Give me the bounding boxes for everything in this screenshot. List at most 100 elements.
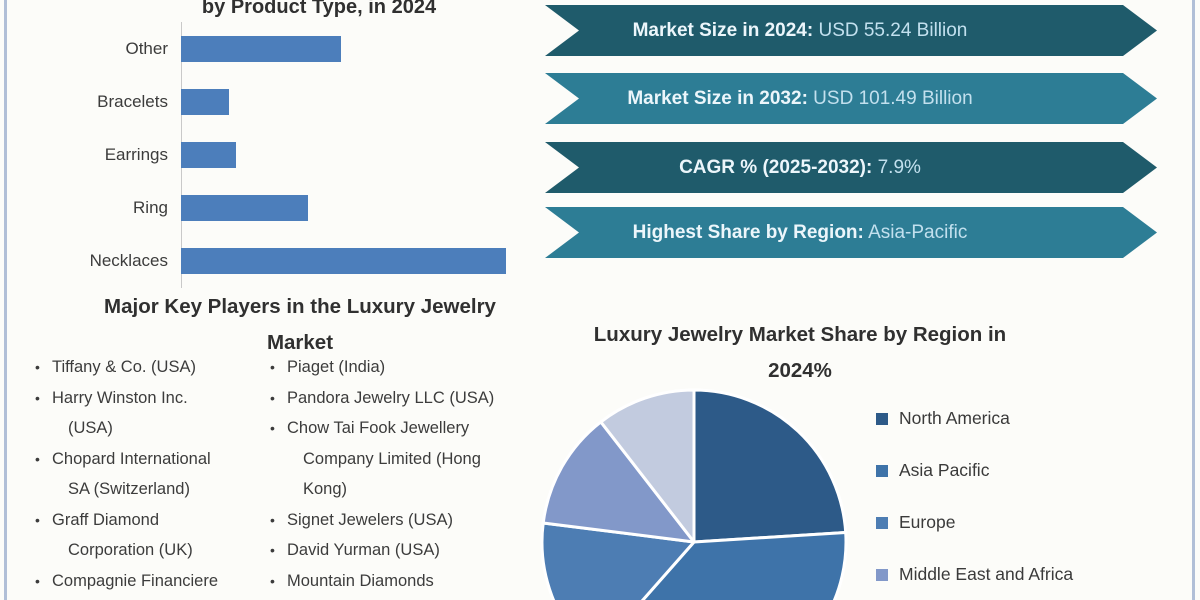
pie-slice bbox=[692, 388, 848, 544]
bar bbox=[181, 141, 236, 168]
pie-slice bbox=[640, 530, 848, 600]
key-player-name: Chow Tai Fook Jewellery Company Limited … bbox=[287, 419, 481, 498]
stat-banner-text: CAGR % (2025-2032): 7.9% bbox=[545, 157, 1157, 179]
key-player-name: Pandora Jewelry LLC (USA) bbox=[287, 388, 495, 407]
stat-label: Highest Share by Region: bbox=[632, 221, 864, 243]
key-player-item: • Tiffany & Co. (USA) bbox=[35, 352, 235, 383]
stat-value: 7.9% bbox=[872, 156, 921, 178]
key-player-item: • Compagnie Financiere bbox=[35, 566, 235, 597]
stat-banner-4: Highest Share by Region: Asia-Pacific bbox=[545, 207, 1157, 258]
stat-banner-text: Highest Share by Region: Asia-Pacific bbox=[545, 222, 1157, 244]
key-player-item: • David Yurman (USA) bbox=[270, 535, 515, 566]
key-player-item: • Harry Winston Inc. (USA) bbox=[35, 383, 235, 444]
stat-banner-2: Market Size in 2032: USD 101.49 Billion bbox=[545, 73, 1157, 124]
bar-category-label: Ring bbox=[133, 197, 168, 217]
left-border bbox=[4, 0, 7, 600]
stat-label: Market Size in 2024: bbox=[632, 19, 814, 41]
legend-item: Middle East and Africa bbox=[876, 560, 1073, 588]
bullet-icon: • bbox=[35, 450, 40, 467]
bar-track bbox=[181, 247, 541, 274]
legend-item: Europe bbox=[876, 508, 1073, 536]
bar-category-label: Earrings bbox=[104, 144, 168, 164]
bar-chart-plot: Other Bracelets Earrings Ring Necklaces bbox=[12, 22, 541, 288]
key-player-name: Chopard International SA (Switzerland) bbox=[52, 449, 211, 499]
stat-banner-3: CAGR % (2025-2032): 7.9% bbox=[545, 142, 1157, 193]
key-player-item: • Chow Tai Fook Jewellery Company Limited… bbox=[270, 413, 515, 505]
bar-category-label: Other bbox=[125, 38, 168, 58]
bar-category-label: Bracelets bbox=[97, 91, 168, 111]
legend-label: Middle East and Africa bbox=[899, 563, 1074, 584]
bar-row: Necklaces bbox=[12, 234, 541, 287]
pie-legend: North America Asia Pacific Europe Middle Ea… bbox=[876, 404, 1073, 600]
bullet-icon: • bbox=[270, 572, 275, 589]
key-player-name: Harry Winston Inc. (USA) bbox=[52, 388, 188, 438]
key-player-name: Piaget (India) bbox=[287, 358, 386, 376]
bullet-icon: • bbox=[35, 359, 40, 375]
bar bbox=[181, 247, 506, 274]
legend-swatch-icon bbox=[876, 568, 888, 581]
bar-track bbox=[181, 88, 541, 115]
bar-category-label: Necklaces bbox=[89, 250, 168, 270]
bullet-icon: • bbox=[35, 511, 40, 528]
key-player-name: Signet Jewelers (USA) bbox=[287, 510, 453, 529]
legend-item: North America bbox=[876, 404, 1073, 432]
stat-value: USD 55.24 Billion bbox=[813, 19, 968, 41]
legend-item: Asia Pacific bbox=[876, 456, 1073, 484]
bullet-icon: • bbox=[270, 359, 275, 375]
legend-label: North America bbox=[899, 407, 1010, 428]
bullet-icon: • bbox=[270, 542, 275, 558]
pie-slice bbox=[541, 420, 696, 544]
pie-slice bbox=[599, 388, 696, 544]
key-player-name: Tiffany & Co. (USA) bbox=[52, 358, 196, 376]
key-player-name: Compagnie Financiere bbox=[52, 571, 219, 590]
region-pie-chart bbox=[540, 388, 848, 600]
legend-swatch-icon bbox=[876, 464, 888, 477]
bar-track bbox=[181, 194, 541, 221]
bar bbox=[181, 194, 308, 221]
stat-value: USD 101.49 Billion bbox=[807, 87, 973, 109]
key-player-item: • Chopard International SA (Switzerland) bbox=[35, 444, 235, 505]
bar-row: Other bbox=[12, 22, 541, 75]
key-players-title: Major Key Players in the Luxury Jewelry … bbox=[104, 295, 496, 354]
key-player-item: • Graff Diamond Corporation (UK) bbox=[35, 505, 235, 566]
bar-row: Earrings bbox=[12, 128, 541, 181]
legend-label: Europe bbox=[899, 511, 956, 532]
bar bbox=[181, 88, 229, 115]
key-player-name: Graff Diamond Corporation (UK) bbox=[52, 510, 193, 560]
stat-label: Market Size in 2032: bbox=[627, 87, 808, 109]
bar bbox=[181, 35, 341, 62]
bar-chart-rows: Other Bracelets Earrings Ring Necklaces bbox=[12, 22, 541, 287]
legend-swatch-icon bbox=[876, 412, 888, 425]
players-column-2: • Piaget (India) • Pandora Jewelry LLC (USA… bbox=[270, 352, 515, 596]
right-border bbox=[1192, 0, 1195, 600]
pie-slice bbox=[540, 521, 696, 600]
stat-banner-text: Market Size in 2032: USD 101.49 Billion bbox=[545, 88, 1157, 110]
key-player-item: • Mountain Diamonds bbox=[270, 566, 515, 597]
stat-value: Asia-Pacific bbox=[863, 221, 968, 243]
stat-banner-1: Market Size in 2024: USD 55.24 Billion bbox=[545, 5, 1157, 56]
bullet-icon: • bbox=[270, 420, 275, 436]
bar-track bbox=[181, 35, 541, 62]
key-player-item: • Piaget (India) bbox=[270, 352, 515, 383]
bullet-icon: • bbox=[270, 511, 275, 528]
legend-swatch-icon bbox=[876, 516, 888, 529]
key-player-item: • Pandora Jewelry LLC (USA) bbox=[270, 383, 515, 414]
key-player-name: David Yurman (USA) bbox=[287, 541, 440, 559]
legend-label: Asia Pacific bbox=[899, 459, 990, 480]
bar-row: Ring bbox=[12, 181, 541, 234]
stats-banner-stack: Market Size in 2024: USD 55.24 Billion Ma… bbox=[545, 5, 1157, 265]
bar-track bbox=[181, 141, 541, 168]
bar-chart-title: by Product Type, in 2024 bbox=[201, 0, 437, 18]
bar-row: Bracelets bbox=[12, 75, 541, 128]
bullet-icon: • bbox=[35, 572, 40, 589]
bullet-icon: • bbox=[270, 389, 275, 406]
key-player-name: Mountain Diamonds bbox=[287, 571, 434, 590]
players-column-1: • Tiffany & Co. (USA) • Harry Winston Inc. … bbox=[35, 352, 235, 596]
bullet-icon: • bbox=[35, 389, 40, 406]
stat-label: CAGR % (2025-2032): bbox=[679, 156, 873, 178]
pie-chart-title: Luxury Jewelry Market Share by Region in… bbox=[593, 323, 1007, 382]
key-player-item: • Signet Jewelers (USA) bbox=[270, 505, 515, 536]
stat-banner-text: Market Size in 2024: USD 55.24 Billion bbox=[545, 20, 1157, 42]
product-type-bar-chart: by Product Type, in 2024 Other Bracelets E… bbox=[12, 0, 541, 290]
